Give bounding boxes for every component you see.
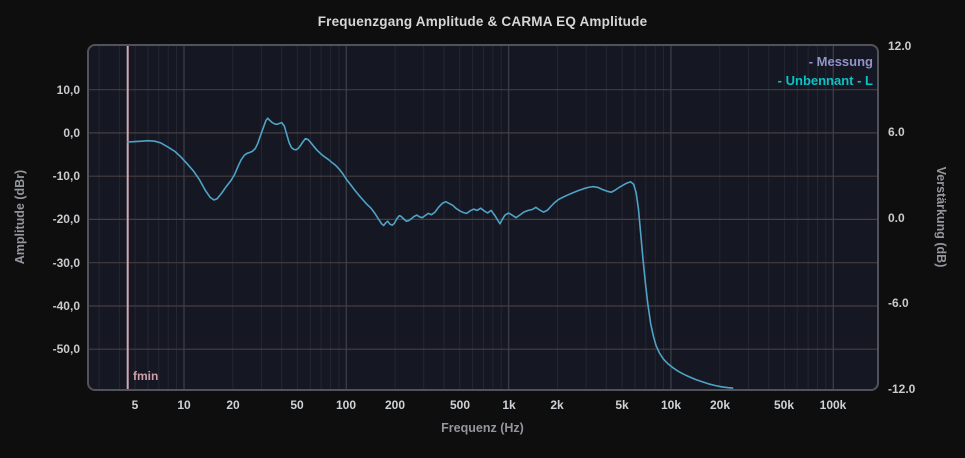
y-right-axis-title: Verstärkung (dB) bbox=[934, 166, 948, 268]
x-tick-label: 5 bbox=[131, 398, 139, 412]
x-tick-label: 200 bbox=[384, 398, 406, 412]
y-right-tick-label: 12.0 bbox=[888, 39, 912, 53]
x-tick-label: 10k bbox=[660, 398, 682, 412]
x-tick-label: 100k bbox=[819, 398, 847, 412]
x-tick-label: 5k bbox=[615, 398, 629, 412]
x-tick-label: 20 bbox=[226, 398, 240, 412]
y-right-tick-label: -6.0 bbox=[888, 296, 909, 310]
chart-title: Frequenzgang Amplitude & CARMA EQ Amplit… bbox=[317, 14, 648, 29]
x-tick-label: 1k bbox=[502, 398, 516, 412]
y-left-tick-label: 10,0 bbox=[56, 83, 80, 97]
y-left-tick-label: 0,0 bbox=[63, 126, 80, 140]
y-left-tick-label: -40,0 bbox=[52, 299, 80, 313]
y-right-tick-label: -12.0 bbox=[888, 382, 916, 396]
x-tick-label: 2k bbox=[550, 398, 564, 412]
legend: - Messung - Unbennant - L bbox=[778, 52, 873, 90]
legend-item-unbennant-l: - Unbennant - L bbox=[777, 73, 873, 88]
y-left-tick-label: -10,0 bbox=[52, 169, 80, 183]
y-right-tick-label: 6.0 bbox=[888, 125, 905, 139]
y-left-tick-label: -50,0 bbox=[52, 342, 80, 356]
x-tick-label: 10 bbox=[177, 398, 191, 412]
y-left-tick-label: -20,0 bbox=[52, 212, 80, 226]
y-left-axis-title: Amplitude (dBr) bbox=[13, 169, 27, 265]
y-right-tick-label: 0.0 bbox=[888, 211, 905, 225]
y-left-tick-label: -30,0 bbox=[52, 256, 80, 270]
fmin-marker-label: fmin bbox=[133, 369, 159, 383]
x-tick-label: 50 bbox=[290, 398, 304, 412]
x-tick-label: 50k bbox=[773, 398, 795, 412]
legend-item-messung: - Messung bbox=[808, 54, 873, 69]
x-tick-label: 100 bbox=[335, 398, 357, 412]
x-axis-title: Frequenz (Hz) bbox=[441, 421, 524, 435]
x-tick-label: 20k bbox=[709, 398, 731, 412]
x-tick-label: 500 bbox=[449, 398, 471, 412]
